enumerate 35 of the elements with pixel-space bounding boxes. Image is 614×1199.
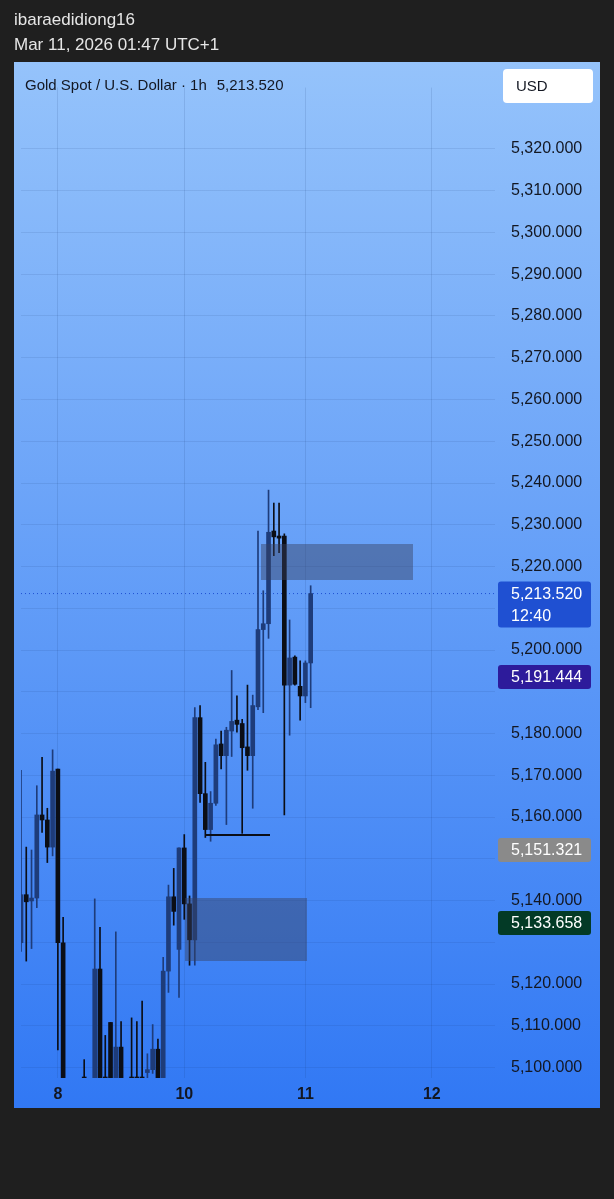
text: 5,151.321: [511, 841, 583, 859]
y-tick-label: 5,260.000: [511, 389, 583, 407]
x-tick-label: 10: [175, 1085, 194, 1103]
y-tick-label: 5,100.000: [511, 1057, 583, 1075]
chart-subtitle: 5,213.520: [216, 76, 284, 93]
candlestick: [113, 931, 119, 1078]
chart-title: Gold Spot / U.S. Dollar · 1h: [25, 76, 207, 93]
y-tick-label: 5,160.000: [511, 807, 583, 825]
y-tick-label: 5,220.000: [511, 556, 583, 574]
text: 5,133.658: [511, 914, 583, 932]
y-tick-label: 5,280.000: [511, 306, 583, 324]
text: 12:40: [511, 606, 552, 624]
x-tick-label: 11: [296, 1085, 314, 1103]
text: Mar 11, 2026 01:47 UTC+1: [14, 35, 220, 55]
candlestick: [271, 502, 277, 556]
y-tick-label: 5,200.000: [511, 640, 583, 658]
y-tick-label: 5,290.000: [511, 264, 583, 282]
y-tick-label: 5,300.000: [511, 222, 583, 240]
text: ibaraedidiong16: [14, 10, 135, 30]
y-tick-label: 5,310.000: [511, 181, 583, 199]
y-tick-label: 5,320.000: [511, 139, 583, 157]
y-tick-label: 5,240.000: [511, 473, 583, 491]
x-tick-label: 8: [53, 1085, 63, 1103]
y-tick-label: 5,230.000: [511, 515, 583, 533]
y-tick-label: 5,120.000: [511, 974, 583, 992]
y-tick-label: 5,250.000: [511, 431, 583, 449]
text: 5,191.444: [511, 668, 583, 686]
y-tick-label: 5,270.000: [511, 348, 583, 366]
y-tick-label: 5,170.000: [511, 765, 583, 783]
y-tick-label: 5,110.000: [511, 1016, 582, 1034]
ref-line-label: 5,213.520: [511, 584, 583, 602]
y-tick-label: 5,140.000: [511, 890, 583, 908]
y-tick-label: 5,180.000: [511, 723, 583, 741]
y-axis-title: USD: [503, 69, 593, 103]
x-tick-label: 12: [422, 1085, 441, 1103]
